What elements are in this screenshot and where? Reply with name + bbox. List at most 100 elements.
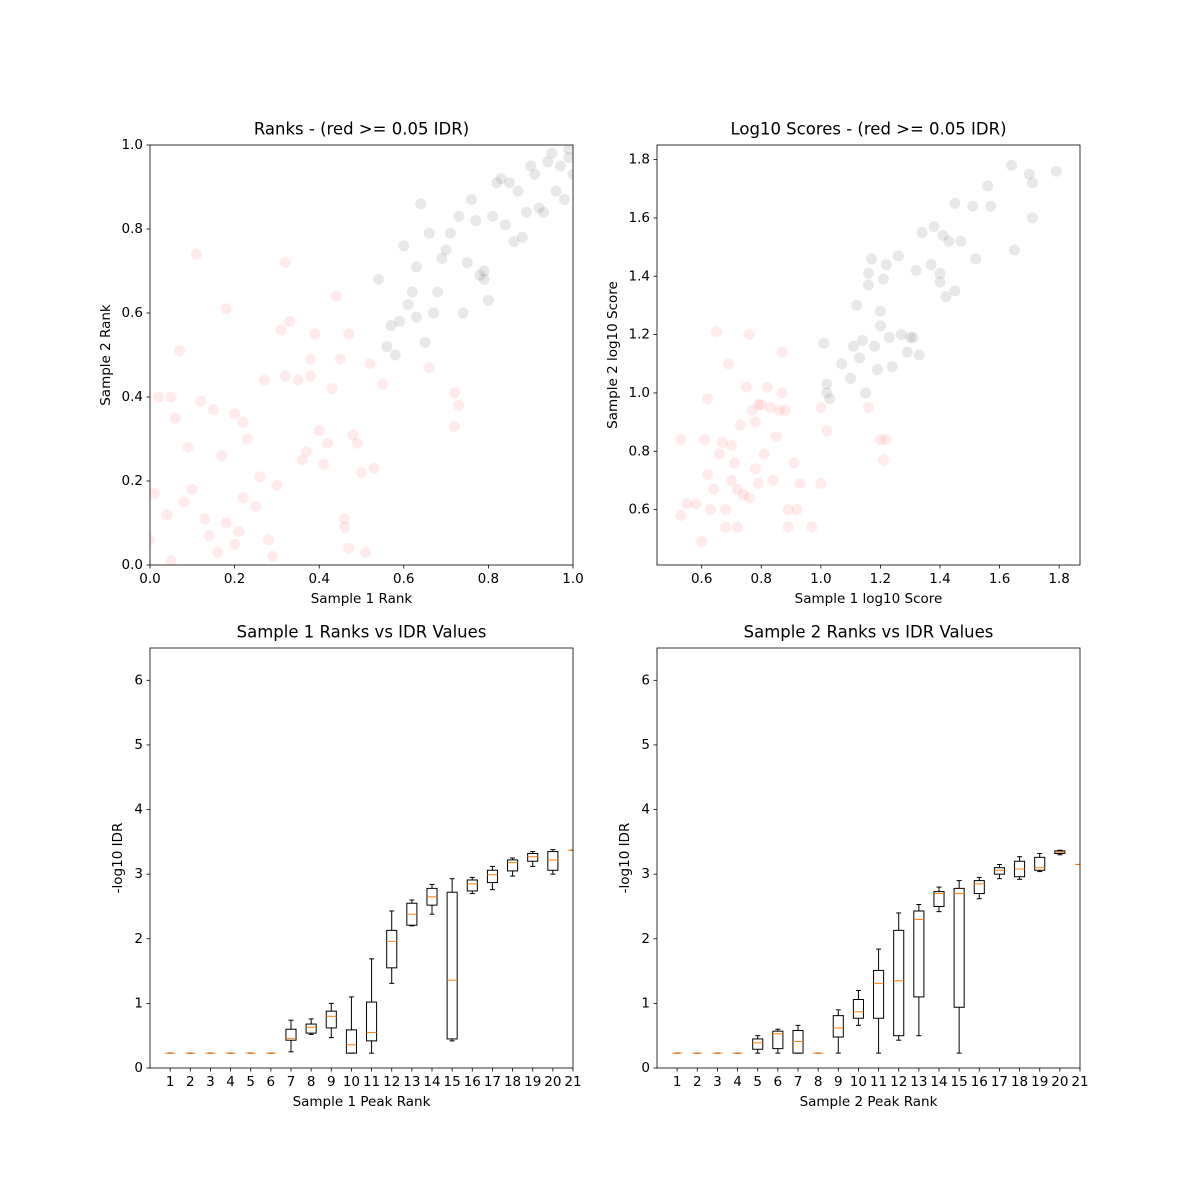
x-tick-label: 17 xyxy=(484,1074,501,1090)
scatter-point xyxy=(356,467,367,479)
scatter-point xyxy=(764,402,776,413)
scatter-point xyxy=(504,177,516,189)
y-tick-label: 3 xyxy=(641,866,650,882)
box xyxy=(752,1038,764,1050)
scatter-point xyxy=(737,489,749,501)
scatter-point xyxy=(241,433,253,445)
scatter-point xyxy=(711,326,723,338)
x-tick-label: 7 xyxy=(287,1074,296,1090)
y-tick-label: 1.4 xyxy=(629,268,650,284)
scatter-point xyxy=(174,345,186,357)
y-tick-label: 5 xyxy=(641,737,650,753)
scatter-point xyxy=(478,265,490,277)
box xyxy=(873,969,885,1019)
x-axis-label: Sample 2 Peak Rank xyxy=(800,1094,938,1110)
scatter-point xyxy=(410,311,422,323)
scatter-point xyxy=(275,324,287,336)
x-tick-label: 12 xyxy=(383,1074,400,1090)
box xyxy=(486,869,498,884)
scatter-point xyxy=(195,395,207,407)
scatter-point xyxy=(761,381,773,393)
scatter-point xyxy=(967,200,979,212)
y-tick-label: 0.6 xyxy=(122,305,143,321)
scatter-point xyxy=(470,215,482,227)
scatter-point xyxy=(928,221,940,233)
subplot: Log10 Scores - (red >= 0.05 IDR) Sample 1… xyxy=(605,120,1081,607)
scatter-point xyxy=(770,431,782,443)
x-tick-label: 14 xyxy=(423,1074,440,1090)
y-tick-label: 0.2 xyxy=(122,473,143,489)
scatter-point xyxy=(874,434,886,446)
scatter-point xyxy=(415,198,427,210)
scatter-point xyxy=(877,454,889,466)
scatter-point xyxy=(782,521,794,533)
scatter-point xyxy=(461,257,473,269)
x-tick-label: 13 xyxy=(910,1074,927,1090)
scatter-point xyxy=(233,525,245,537)
scatter-point xyxy=(904,332,916,343)
scatter-point xyxy=(237,416,249,428)
scatter-point xyxy=(410,261,422,273)
x-tick-label: 10 xyxy=(343,1074,360,1090)
scatter-point xyxy=(199,513,211,525)
scatter-point xyxy=(465,194,477,206)
x-tick-label: 1 xyxy=(166,1074,175,1090)
scatter-point xyxy=(150,488,160,500)
scatter-point xyxy=(161,509,173,521)
scatter-point xyxy=(773,404,785,416)
x-tick-label: 0.6 xyxy=(393,571,414,587)
box xyxy=(366,1001,378,1042)
scatter-point xyxy=(385,320,397,332)
x-tick-label: 5 xyxy=(753,1074,762,1090)
scatter-point xyxy=(720,504,732,516)
scatter-point xyxy=(419,336,431,348)
x-tick-label: 14 xyxy=(930,1074,947,1090)
x-tick-label: 0.6 xyxy=(691,571,712,587)
scatter-point xyxy=(423,362,435,374)
axes-frame xyxy=(656,144,1081,566)
scatter-point xyxy=(874,320,886,332)
x-tick-label: 1.0 xyxy=(562,571,583,587)
scatter-point xyxy=(752,477,764,489)
scatter-point xyxy=(696,536,708,548)
scatter-point xyxy=(722,358,734,370)
scatter-point xyxy=(794,477,806,489)
scatter-point xyxy=(779,404,791,416)
x-tick-label: 9 xyxy=(327,1074,336,1090)
scatter-point xyxy=(815,477,827,489)
y-axis-label: -log10 IDR xyxy=(617,823,633,894)
scatter-point xyxy=(423,227,435,239)
scatter-point xyxy=(949,285,961,297)
y-axis-label: Sample 2 Rank xyxy=(98,304,114,406)
scatter-point xyxy=(758,448,770,460)
scatter-point xyxy=(165,555,177,565)
y-tick-label: 0.6 xyxy=(629,502,650,518)
scatter-point xyxy=(229,538,241,550)
x-axis-label: Sample 1 log10 Score xyxy=(795,591,943,607)
x-tick-label: 0.8 xyxy=(478,571,499,587)
scatter-point xyxy=(836,358,848,370)
scatter-point xyxy=(165,391,177,403)
scatter-point xyxy=(907,332,919,343)
x-tick-label: 16 xyxy=(971,1074,988,1090)
scatter-point xyxy=(449,387,461,399)
scatter-point xyxy=(542,156,554,168)
scatter-point xyxy=(857,334,869,346)
box xyxy=(933,891,945,907)
scatter-point xyxy=(740,381,752,393)
scatter-point xyxy=(940,291,952,303)
scatter-point xyxy=(440,244,452,256)
scatter-point xyxy=(533,202,545,214)
scatter-point xyxy=(372,273,384,285)
scatter-point xyxy=(755,399,767,411)
x-tick-label: 11 xyxy=(870,1074,887,1090)
x-tick-label: 2 xyxy=(186,1074,195,1090)
scatter-point xyxy=(436,252,448,264)
scatter-point xyxy=(339,521,351,533)
scatter-point xyxy=(865,253,877,265)
scatter-point xyxy=(559,194,571,206)
scatter-point xyxy=(731,521,743,533)
scatter-point xyxy=(925,259,937,271)
box xyxy=(507,859,519,872)
